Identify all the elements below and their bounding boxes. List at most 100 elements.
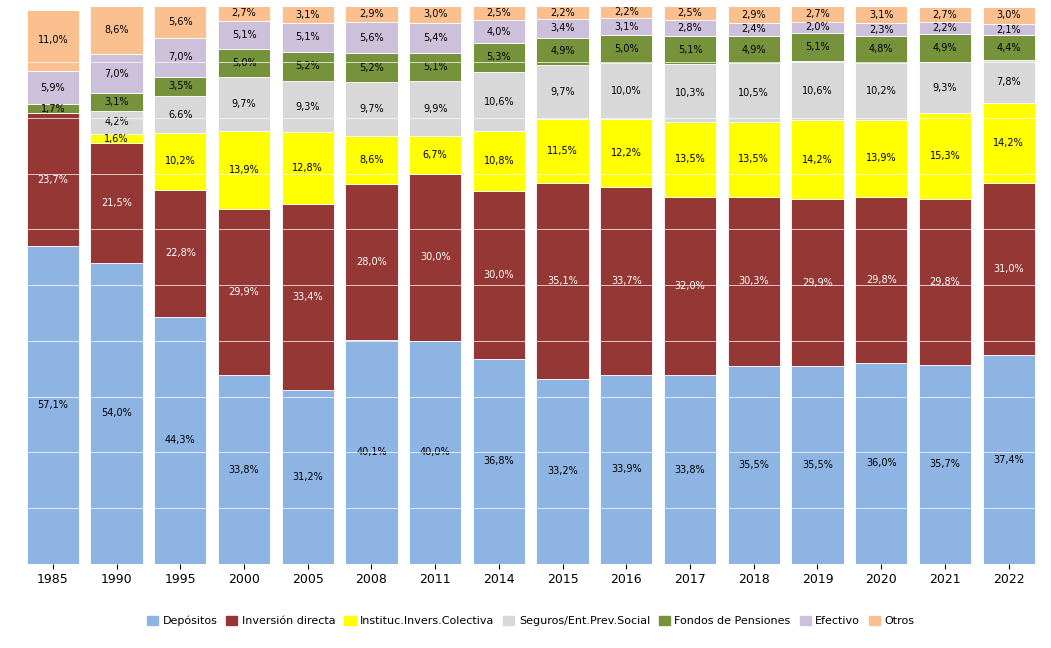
Bar	[536, 6, 589, 19]
Text: 2,0%: 2,0%	[805, 22, 830, 32]
Bar	[791, 120, 844, 200]
Text: 5,2%: 5,2%	[295, 61, 321, 71]
Text: 10,2%: 10,2%	[165, 156, 195, 167]
Text: 2,7%: 2,7%	[805, 9, 830, 19]
Bar	[409, 174, 461, 341]
Text: 22,8%: 22,8%	[165, 248, 195, 259]
Text: 4,4%: 4,4%	[996, 43, 1021, 52]
Bar	[282, 80, 334, 132]
Text: 29,8%: 29,8%	[929, 277, 961, 287]
Text: 35,5%: 35,5%	[738, 460, 769, 470]
Bar	[664, 64, 716, 122]
Bar	[346, 340, 397, 564]
Bar	[90, 93, 143, 111]
Bar	[26, 10, 79, 71]
Text: 2,4%: 2,4%	[741, 25, 766, 34]
Text: 9,3%: 9,3%	[295, 102, 320, 111]
Text: 2,2%: 2,2%	[614, 7, 639, 17]
Text: 6,6%: 6,6%	[168, 110, 192, 120]
Bar	[983, 60, 1035, 104]
Bar	[536, 378, 589, 564]
Text: 10,6%: 10,6%	[802, 86, 832, 96]
Text: 36,0%: 36,0%	[866, 458, 897, 469]
Text: 5,1%: 5,1%	[295, 32, 321, 42]
Text: 10,3%: 10,3%	[675, 88, 705, 98]
Text: 29,9%: 29,9%	[802, 277, 832, 288]
Text: 2,7%: 2,7%	[932, 10, 957, 19]
Text: 4,8%: 4,8%	[869, 45, 893, 54]
Text: 11,5%: 11,5%	[548, 146, 578, 156]
Bar	[473, 6, 526, 21]
Bar	[791, 21, 844, 32]
Bar	[536, 19, 589, 38]
Text: 12,2%: 12,2%	[611, 148, 642, 158]
Bar	[154, 76, 206, 96]
Text: 5,6%: 5,6%	[168, 17, 192, 27]
Text: 54,0%: 54,0%	[101, 408, 132, 419]
Text: 2,9%: 2,9%	[741, 10, 766, 19]
Bar	[90, 6, 143, 54]
Text: 15,3%: 15,3%	[929, 151, 961, 161]
Text: 28,0%: 28,0%	[356, 257, 387, 267]
Text: 3,5%: 3,5%	[168, 82, 192, 91]
Text: 13,5%: 13,5%	[675, 154, 705, 165]
Bar	[727, 197, 780, 366]
Bar	[473, 43, 526, 72]
Bar	[282, 52, 334, 80]
Bar	[919, 22, 971, 34]
Bar	[983, 183, 1035, 355]
Text: 33,2%: 33,2%	[548, 467, 578, 476]
Text: 5,1%: 5,1%	[423, 62, 448, 72]
Bar	[600, 6, 653, 18]
Text: 40,0%: 40,0%	[419, 447, 451, 457]
Bar	[218, 209, 270, 375]
Bar	[664, 122, 716, 197]
Bar	[727, 122, 780, 197]
Bar	[727, 6, 780, 23]
Bar	[346, 184, 397, 340]
Bar	[409, 23, 461, 52]
Text: 36,8%: 36,8%	[483, 456, 514, 466]
Bar	[154, 96, 206, 133]
Bar	[856, 23, 907, 36]
Bar	[90, 134, 143, 143]
Bar	[791, 6, 844, 21]
Bar	[919, 365, 971, 564]
Bar	[983, 355, 1035, 564]
Bar	[664, 375, 716, 564]
Text: 5,6%: 5,6%	[359, 32, 384, 43]
Text: 4,9%: 4,9%	[742, 45, 766, 54]
Bar	[154, 6, 206, 38]
Bar	[218, 21, 270, 49]
Text: 13,9%: 13,9%	[229, 165, 260, 175]
Bar	[218, 49, 270, 77]
Text: 23,7%: 23,7%	[38, 174, 68, 185]
Bar	[664, 21, 716, 36]
Bar	[154, 133, 206, 190]
Text: 7,0%: 7,0%	[104, 69, 129, 79]
Text: 33,4%: 33,4%	[292, 292, 323, 302]
Text: 31,2%: 31,2%	[292, 472, 323, 482]
Bar	[600, 187, 653, 375]
Bar	[919, 199, 971, 365]
Bar	[282, 203, 334, 390]
Text: 33,7%: 33,7%	[611, 276, 642, 286]
Bar	[536, 38, 589, 65]
Text: 21,5%: 21,5%	[101, 198, 132, 208]
Bar	[727, 36, 780, 64]
Bar	[154, 190, 206, 317]
Legend: Depósitos, Inversión directa, Instituc.Invers.Colectiva, Seguros/Ent.Prev.Social: Depósitos, Inversión directa, Instituc.I…	[143, 611, 919, 631]
Bar	[473, 72, 526, 132]
Bar	[26, 113, 79, 246]
Bar	[154, 38, 206, 76]
Text: 9,3%: 9,3%	[932, 82, 957, 93]
Bar	[346, 6, 397, 22]
Bar	[600, 18, 653, 36]
Text: 29,8%: 29,8%	[866, 275, 897, 285]
Bar	[536, 183, 589, 378]
Text: 5,3%: 5,3%	[487, 52, 511, 62]
Bar	[26, 71, 79, 104]
Text: 57,1%: 57,1%	[38, 400, 68, 410]
Bar	[600, 375, 653, 564]
Text: 4,2%: 4,2%	[104, 117, 129, 128]
